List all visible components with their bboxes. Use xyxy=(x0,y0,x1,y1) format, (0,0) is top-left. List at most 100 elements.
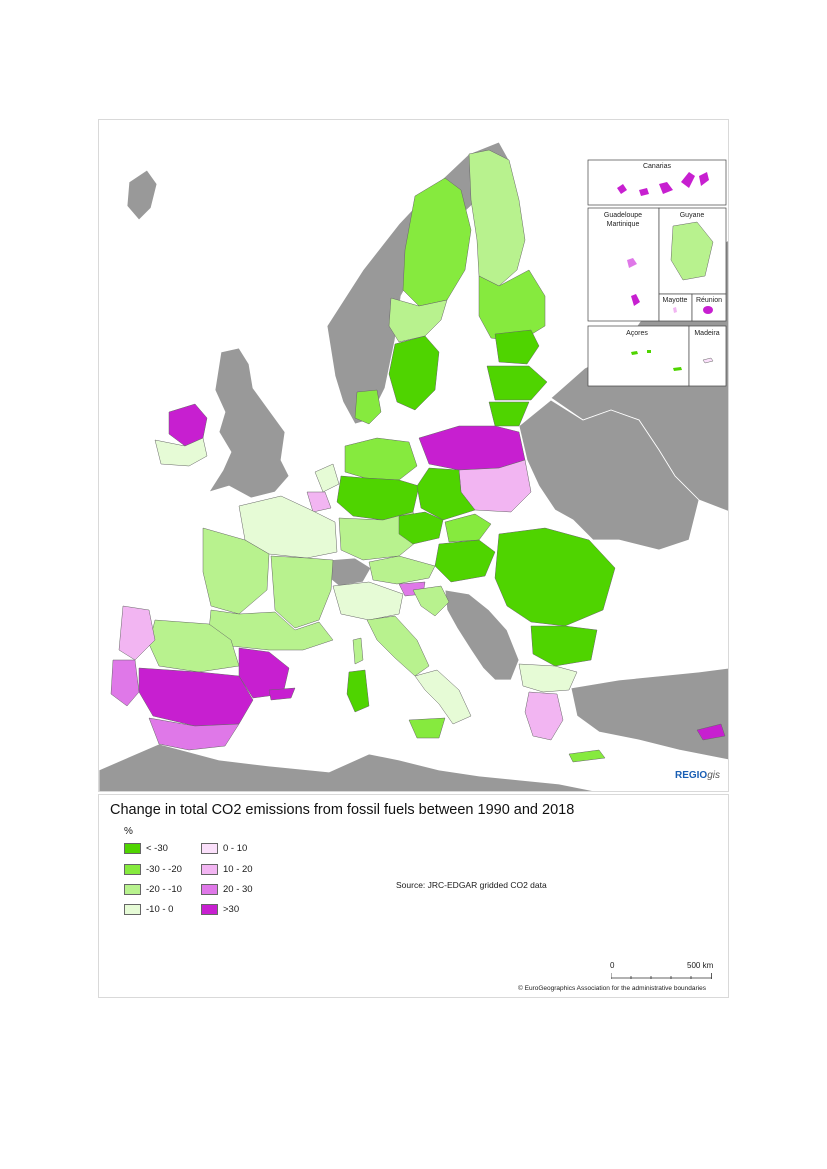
inset-canarias: Canarias xyxy=(587,159,727,206)
region-at xyxy=(368,555,436,585)
legend-item-4: -10 - 0 xyxy=(124,902,173,916)
legend-label-8: >30 xyxy=(223,903,240,915)
region-se-south xyxy=(388,335,440,411)
region-de-middle xyxy=(336,475,420,521)
region-pt-south xyxy=(110,659,140,707)
svg-text:Mayotte: Mayotte xyxy=(663,297,688,304)
region-corsica xyxy=(352,637,364,665)
legend-swatch-7 xyxy=(201,883,218,895)
legend-label-7: 20 - 30 xyxy=(223,883,253,895)
legend-item-3: -20 - -10 xyxy=(124,882,182,896)
region-pl-south xyxy=(416,467,476,521)
legend-swatch-8 xyxy=(201,903,218,915)
region-pt-north xyxy=(118,605,156,661)
region-es-north xyxy=(148,619,240,673)
region-fr-west xyxy=(202,527,270,615)
region-nl xyxy=(314,463,340,493)
inset-guadeloupe-martinique: Guadeloupe Martinique xyxy=(587,207,660,322)
svg-text:Martinique: Martinique xyxy=(607,221,640,228)
inset-mayotte: Mayotte xyxy=(658,293,693,322)
acores-islands xyxy=(631,350,682,371)
copyright-notice: © EuroGeographics Association for the ad… xyxy=(518,985,706,992)
region-cz xyxy=(398,511,444,545)
scale-bar xyxy=(611,973,712,979)
region-se-north xyxy=(402,177,472,307)
legend-item-8: >30 xyxy=(201,902,239,916)
svg-text:Canarias: Canarias xyxy=(643,163,672,170)
region-baleares xyxy=(268,687,296,701)
svg-text:Réunion: Réunion xyxy=(696,297,722,304)
region-fi-south xyxy=(478,269,546,343)
region-cyprus xyxy=(696,723,726,741)
map-area: Canarias Guadeloupe Martinique Guyane Ma… xyxy=(98,119,729,792)
svg-text:Guyane: Guyane xyxy=(680,212,705,219)
region-gr-south xyxy=(524,691,564,741)
eu-regions xyxy=(110,149,726,763)
legend-swatch-3 xyxy=(124,883,141,895)
mayotte-island xyxy=(673,307,677,313)
svg-text:Açores: Açores xyxy=(626,330,648,337)
region-es-centre xyxy=(138,667,254,727)
legend-swatch-2 xyxy=(124,863,141,875)
legend-label-6: 10 - 20 xyxy=(223,863,253,875)
legend-label-3: -20 - -10 xyxy=(146,883,182,895)
region-it-centre xyxy=(366,615,430,677)
legend-item-5: 0 - 10 xyxy=(201,841,247,855)
region-hr xyxy=(412,585,450,617)
region-pl-north xyxy=(418,425,526,471)
reunion-island xyxy=(703,306,713,314)
uk-great-britain xyxy=(208,347,290,499)
turkey xyxy=(570,667,728,761)
legend-label-5: 0 - 10 xyxy=(223,842,248,854)
inset-acores: Açores xyxy=(587,325,690,387)
legend-item-6: 10 - 20 xyxy=(201,862,253,876)
region-lt xyxy=(488,401,530,427)
region-it-south xyxy=(414,669,472,725)
legend-item-7: 20 - 30 xyxy=(201,882,253,896)
scale-label-max: 500 km xyxy=(687,961,714,970)
region-ro xyxy=(494,527,616,627)
region-be xyxy=(306,491,332,513)
guyane-territory xyxy=(670,221,714,281)
inset-madeira: Madeira xyxy=(688,325,727,387)
region-dk xyxy=(354,389,382,425)
legend-panel: Change in total CO2 emissions from fossi… xyxy=(98,794,729,998)
region-bg xyxy=(530,625,598,667)
legend-label-2: -30 - -20 xyxy=(146,863,182,875)
legend-swatch-6 xyxy=(201,863,218,875)
canarias-islands xyxy=(617,172,709,196)
inset-guyane: Guyane xyxy=(658,207,727,295)
map-title: Change in total CO2 emissions from fossi… xyxy=(110,802,575,818)
legend-item-1: < -30 xyxy=(124,841,168,855)
region-gr-north xyxy=(518,663,578,693)
scale-label-zero: 0 xyxy=(610,961,615,970)
region-hu xyxy=(434,539,496,583)
switzerland xyxy=(326,557,372,587)
region-lv xyxy=(486,365,548,401)
legend-swatch-1 xyxy=(124,842,141,854)
region-sk xyxy=(444,513,492,543)
europe-map: Canarias Guadeloupe Martinique Guyane Ma… xyxy=(99,141,728,791)
inset-reunion: Réunion xyxy=(691,293,727,322)
region-de-north xyxy=(344,437,418,481)
region-fi-north xyxy=(468,149,526,287)
region-ee xyxy=(494,329,540,365)
legend-label-1: < -30 xyxy=(146,842,168,854)
region-crete xyxy=(568,749,606,763)
region-ie-south xyxy=(154,437,208,467)
region-it-north xyxy=(332,581,404,621)
region-fr-east xyxy=(270,555,334,629)
region-sicily xyxy=(408,717,446,739)
martinique-island xyxy=(631,294,640,306)
data-source: Source: JRC-EDGAR gridded CO2 data xyxy=(396,880,547,890)
legend-swatch-5 xyxy=(201,842,218,854)
legend-label-4: -10 - 0 xyxy=(146,903,174,915)
balkans-west xyxy=(444,589,520,681)
region-se-middle xyxy=(388,297,448,343)
greenland-iceland xyxy=(126,169,158,221)
north-africa xyxy=(99,743,597,791)
belarus-ukraine xyxy=(518,399,700,551)
svg-text:Madeira: Madeira xyxy=(694,330,719,337)
svg-text:Guadeloupe: Guadeloupe xyxy=(604,212,642,219)
legend-item-2: -30 - -20 xyxy=(124,862,182,876)
